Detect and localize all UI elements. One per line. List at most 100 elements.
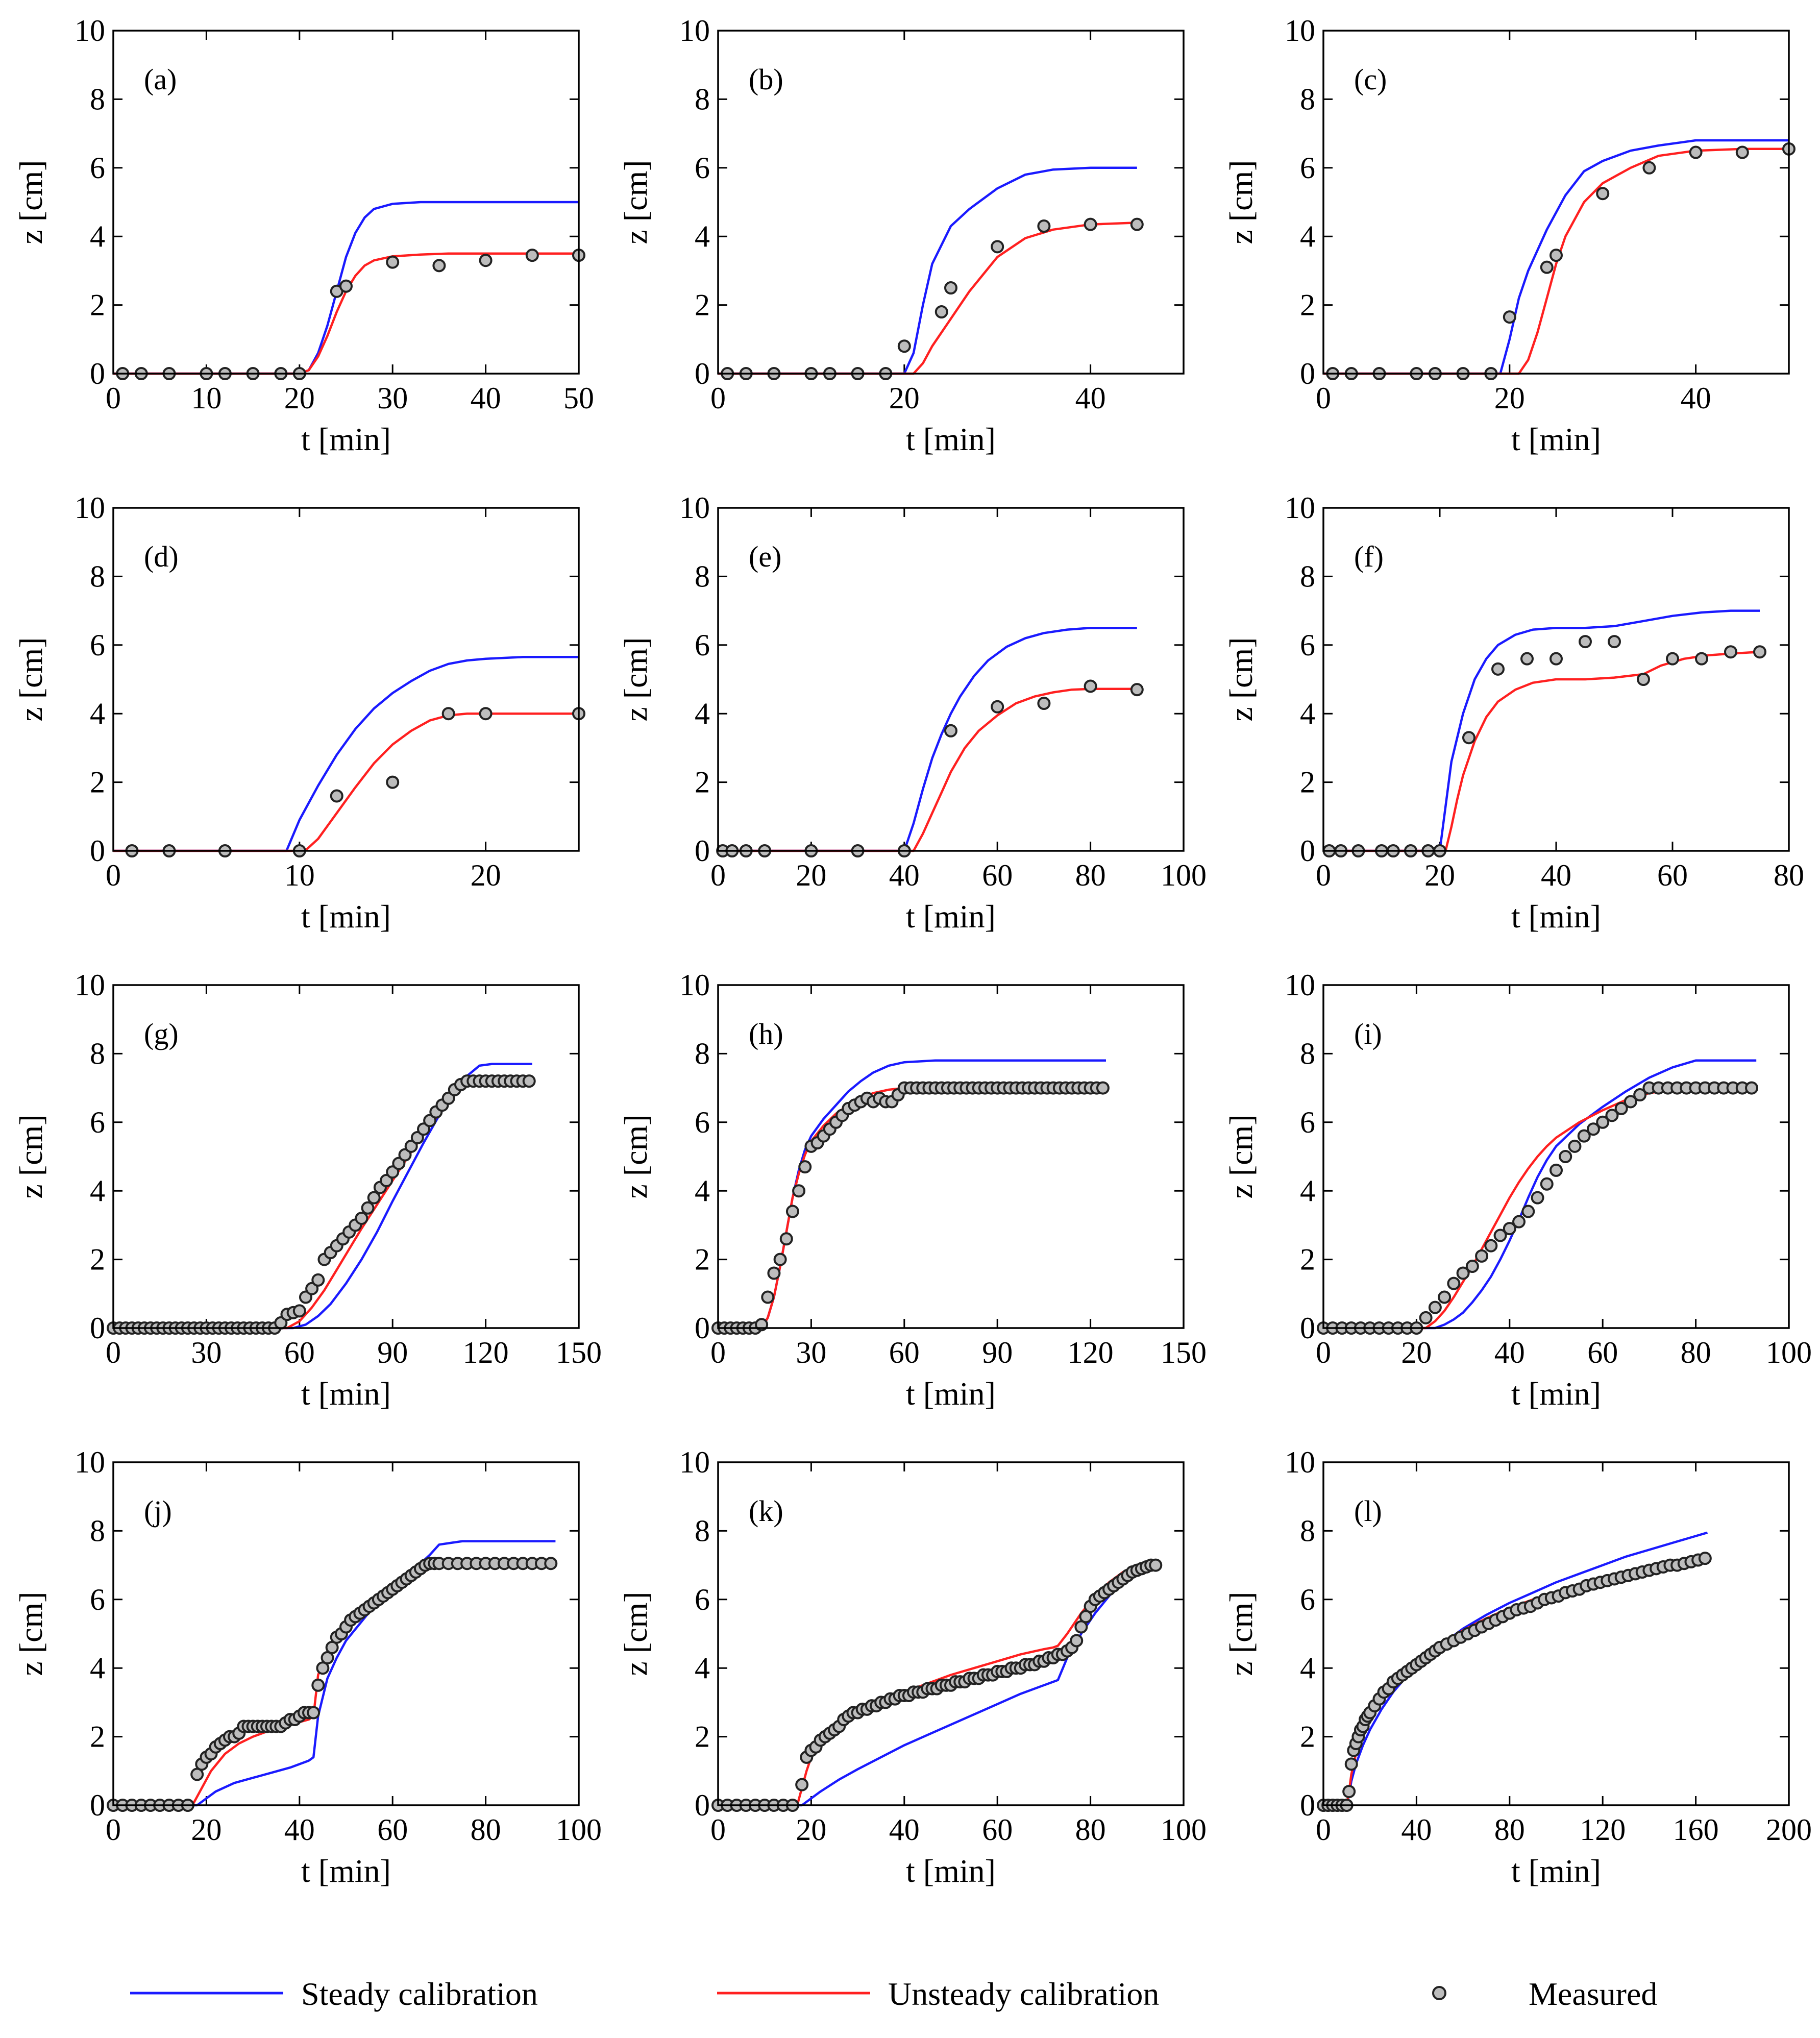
measured-points bbox=[116, 249, 585, 380]
measured-point bbox=[1559, 1150, 1572, 1163]
plot-frame bbox=[717, 1461, 1185, 1806]
measured-point bbox=[1745, 1081, 1759, 1095]
x-tick-label: 0 bbox=[106, 381, 121, 415]
measured-point bbox=[1540, 1177, 1554, 1191]
measured-point bbox=[292, 1304, 306, 1318]
legend-steady-label: Steady calibration bbox=[301, 1976, 538, 2012]
measured-point bbox=[441, 707, 455, 721]
measured-point bbox=[1633, 1088, 1647, 1102]
x-tick-label: 100 bbox=[1766, 1336, 1812, 1369]
x-tick-label: 60 bbox=[982, 858, 1013, 892]
measured-point bbox=[380, 1174, 393, 1188]
y-tick-label: 8 bbox=[90, 559, 105, 593]
steady-calibration-line bbox=[113, 656, 579, 852]
y-tick-label: 8 bbox=[90, 1037, 105, 1070]
y-tick-label: 8 bbox=[1300, 1037, 1315, 1070]
measured-point bbox=[355, 1211, 368, 1225]
measured-point bbox=[1586, 1122, 1600, 1136]
chart-panel-a: 0 10 20 30 40 50 0 2 4 6 8 10 t [min] z [cm] (a) bbox=[13, 14, 594, 457]
measured-point bbox=[1037, 697, 1051, 710]
measured-point bbox=[432, 259, 446, 273]
y-tick-label: 4 bbox=[90, 219, 105, 253]
panel-label: (e) bbox=[749, 540, 781, 573]
x-axis-label: t [min] bbox=[1511, 898, 1601, 935]
measured-point bbox=[1456, 1266, 1470, 1280]
measured-points bbox=[107, 1074, 536, 1335]
x-tick-label: 40 bbox=[889, 858, 920, 892]
measured-point bbox=[479, 707, 493, 721]
panel-label: (j) bbox=[144, 1494, 172, 1528]
measured-point bbox=[1624, 1095, 1637, 1109]
measured-points bbox=[721, 217, 1144, 380]
panel-label: (b) bbox=[749, 63, 783, 96]
y-tick-label: 4 bbox=[1300, 1174, 1315, 1208]
y-tick-label: 10 bbox=[679, 14, 710, 47]
x-axis-label: t [min] bbox=[301, 1376, 391, 1412]
measured-point bbox=[525, 249, 539, 262]
unsteady-calibration-line bbox=[113, 252, 579, 375]
y-tick-label: 2 bbox=[1300, 1720, 1315, 1754]
y-tick-label: 0 bbox=[1300, 834, 1315, 868]
y-tick-label: 10 bbox=[679, 1445, 710, 1479]
panel-label: (f) bbox=[1354, 540, 1384, 573]
y-tick-label: 4 bbox=[695, 1651, 710, 1685]
y-tick-label: 2 bbox=[1300, 766, 1315, 799]
y-tick-label: 2 bbox=[90, 1243, 105, 1276]
x-tick-label: 200 bbox=[1766, 1813, 1812, 1847]
unsteady-calibration-line bbox=[718, 687, 1137, 852]
x-tick-label: 20 bbox=[796, 1813, 826, 1847]
y-axis-label: z [cm] bbox=[618, 637, 654, 721]
y-tick-label: 6 bbox=[1300, 151, 1315, 185]
y-tick-label: 10 bbox=[1285, 14, 1315, 47]
y-tick-label: 6 bbox=[1300, 628, 1315, 662]
chart-panel-c: 0 20 40 0 2 4 6 8 10 t [min] z [cm] (c) bbox=[1223, 14, 1796, 457]
measured-point bbox=[1084, 217, 1097, 231]
measured-point bbox=[1666, 652, 1679, 666]
measured-point bbox=[311, 1678, 325, 1692]
steady-calibration-line bbox=[718, 166, 1137, 375]
x-tick-label: 160 bbox=[1673, 1813, 1719, 1847]
y-tick-label: 2 bbox=[90, 766, 105, 799]
measured-point bbox=[1550, 652, 1563, 666]
x-tick-label: 40 bbox=[1681, 381, 1711, 415]
y-tick-label: 10 bbox=[1285, 1445, 1315, 1479]
x-tick-label: 80 bbox=[471, 1813, 501, 1847]
y-tick-label: 10 bbox=[679, 491, 710, 525]
x-tick-label: 40 bbox=[889, 1813, 920, 1847]
x-tick-label: 100 bbox=[1161, 1813, 1207, 1847]
y-tick-label: 6 bbox=[695, 1106, 710, 1139]
measured-point bbox=[1550, 249, 1563, 262]
measured-point bbox=[367, 1191, 381, 1205]
y-tick-label: 4 bbox=[90, 1651, 105, 1685]
legend-measured-label: Measured bbox=[1529, 1976, 1657, 2012]
x-tick-label: 20 bbox=[889, 381, 920, 415]
measured-point bbox=[1149, 1558, 1163, 1572]
measured-point bbox=[934, 305, 948, 319]
panel-label: (k) bbox=[749, 1494, 783, 1528]
x-tick-label: 60 bbox=[284, 1336, 315, 1369]
measured-point bbox=[441, 1091, 455, 1105]
measured-point bbox=[1596, 1115, 1610, 1129]
measured-point bbox=[1579, 635, 1592, 649]
measured-point bbox=[299, 1290, 312, 1304]
measured-point bbox=[792, 1184, 806, 1198]
y-tick-label: 4 bbox=[1300, 1651, 1315, 1685]
steady-calibration-line bbox=[1323, 139, 1789, 375]
y-axis-label: z [cm] bbox=[618, 1591, 654, 1676]
measured-point bbox=[1438, 1290, 1452, 1304]
measured-point bbox=[479, 254, 493, 267]
x-tick-label: 120 bbox=[1068, 1336, 1114, 1369]
y-tick-label: 4 bbox=[1300, 697, 1315, 730]
measured-point bbox=[1637, 673, 1650, 686]
x-tick-label: 30 bbox=[191, 1336, 222, 1369]
y-tick-label: 4 bbox=[695, 219, 710, 253]
x-tick-label: 0 bbox=[1316, 858, 1331, 892]
y-axis-label: z [cm] bbox=[1223, 1591, 1259, 1676]
y-tick-label: 6 bbox=[695, 628, 710, 662]
x-tick-label: 80 bbox=[1681, 1336, 1711, 1369]
measured-point bbox=[544, 1557, 558, 1570]
measured-points bbox=[125, 707, 585, 857]
x-tick-label: 150 bbox=[556, 1336, 602, 1369]
x-axis-label: t [min] bbox=[906, 421, 996, 457]
x-axis-label: t [min] bbox=[301, 898, 391, 935]
